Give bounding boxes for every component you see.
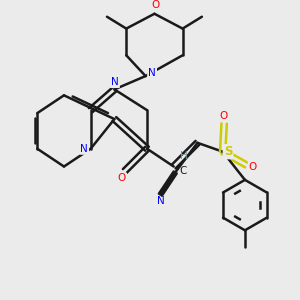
Text: O: O bbox=[151, 1, 159, 10]
Text: N: N bbox=[148, 68, 156, 78]
Text: O: O bbox=[118, 173, 126, 183]
Text: O: O bbox=[219, 111, 228, 121]
Text: N: N bbox=[80, 144, 88, 154]
Text: H: H bbox=[180, 151, 188, 161]
Text: S: S bbox=[224, 145, 232, 158]
Text: C: C bbox=[179, 166, 186, 176]
Text: N: N bbox=[157, 196, 164, 206]
Text: O: O bbox=[249, 161, 257, 172]
Text: N: N bbox=[111, 77, 119, 87]
